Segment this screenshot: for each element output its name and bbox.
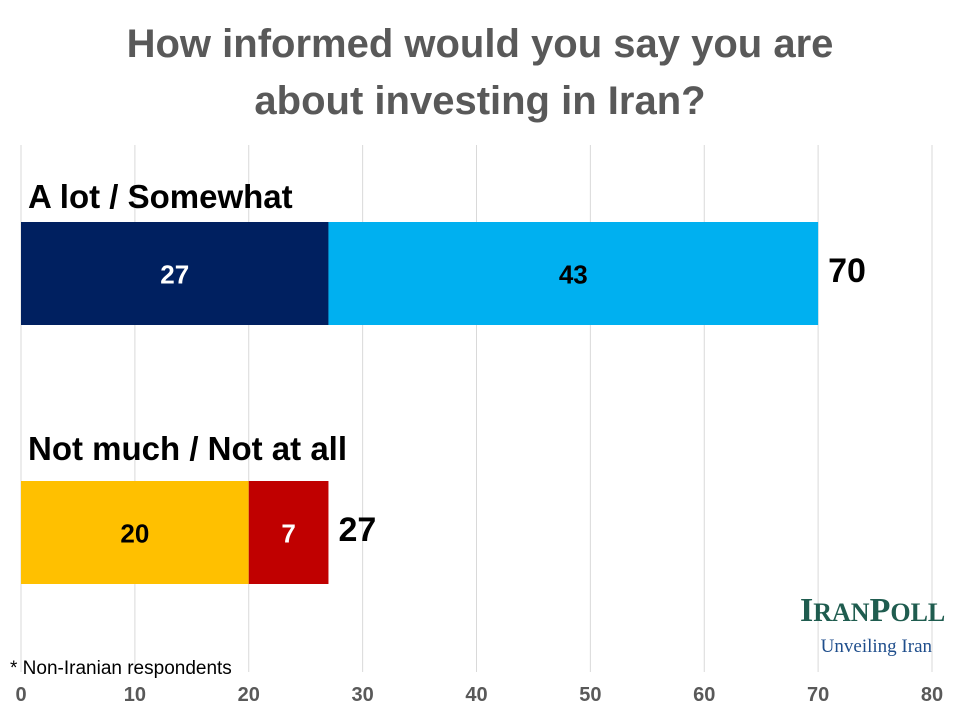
segment-value-label-a-lot-somewhat-2: 43: [559, 260, 588, 290]
bar-segment-a-lot-somewhat-1: [21, 222, 329, 325]
category-label-a-lot-somewhat: A lot / Somewhat: [28, 178, 293, 215]
x-tick-label-20: 20: [238, 684, 260, 706]
segment-value-label-not-much-not-at-all-2: 7: [281, 519, 295, 549]
bars: 27 43 70 20 7 27: [21, 222, 866, 584]
total-label-a-lot-somewhat: 70: [828, 252, 866, 290]
iranpoll-logo: IRANPOLL Unveiling Iran: [800, 592, 945, 657]
bar-segment-a-lot-somewhat-2: [328, 222, 819, 325]
x-tick-label-50: 50: [579, 684, 601, 706]
x-tick-label-80: 80: [921, 684, 943, 706]
x-tick-label-40: 40: [465, 684, 487, 706]
x-tick-label-0: 0: [15, 684, 26, 706]
x-tick-label-30: 30: [352, 684, 374, 706]
x-tick-label-10: 10: [124, 684, 146, 706]
logo-slogan: Unveiling Iran: [821, 636, 933, 657]
bar-segment-not-much-not-at-all-2: [248, 481, 329, 584]
segment-value-label-not-much-not-at-all-1: 20: [120, 519, 149, 549]
bar-segment-not-much-not-at-all-1: [21, 481, 249, 584]
segment-value-label-a-lot-somewhat-1: 27: [160, 260, 189, 290]
x-tick-label-70: 70: [807, 684, 829, 706]
x-tick-label-60: 60: [693, 684, 715, 706]
logo-wordmark: IRANPOLL: [800, 592, 945, 629]
x-axis-ticks: 0 10 20 30 40 50 60 70 80: [15, 684, 943, 706]
chart-title-line-2: about investing in Iran?: [254, 79, 705, 123]
footnote: * Non-Iranian respondents: [10, 658, 232, 679]
total-label-not-much-not-at-all: 27: [338, 511, 376, 549]
chart-title-line-1: How informed would you say you are: [127, 22, 834, 66]
category-label-not-much-not-at-all: Not much / Not at all: [28, 430, 347, 467]
